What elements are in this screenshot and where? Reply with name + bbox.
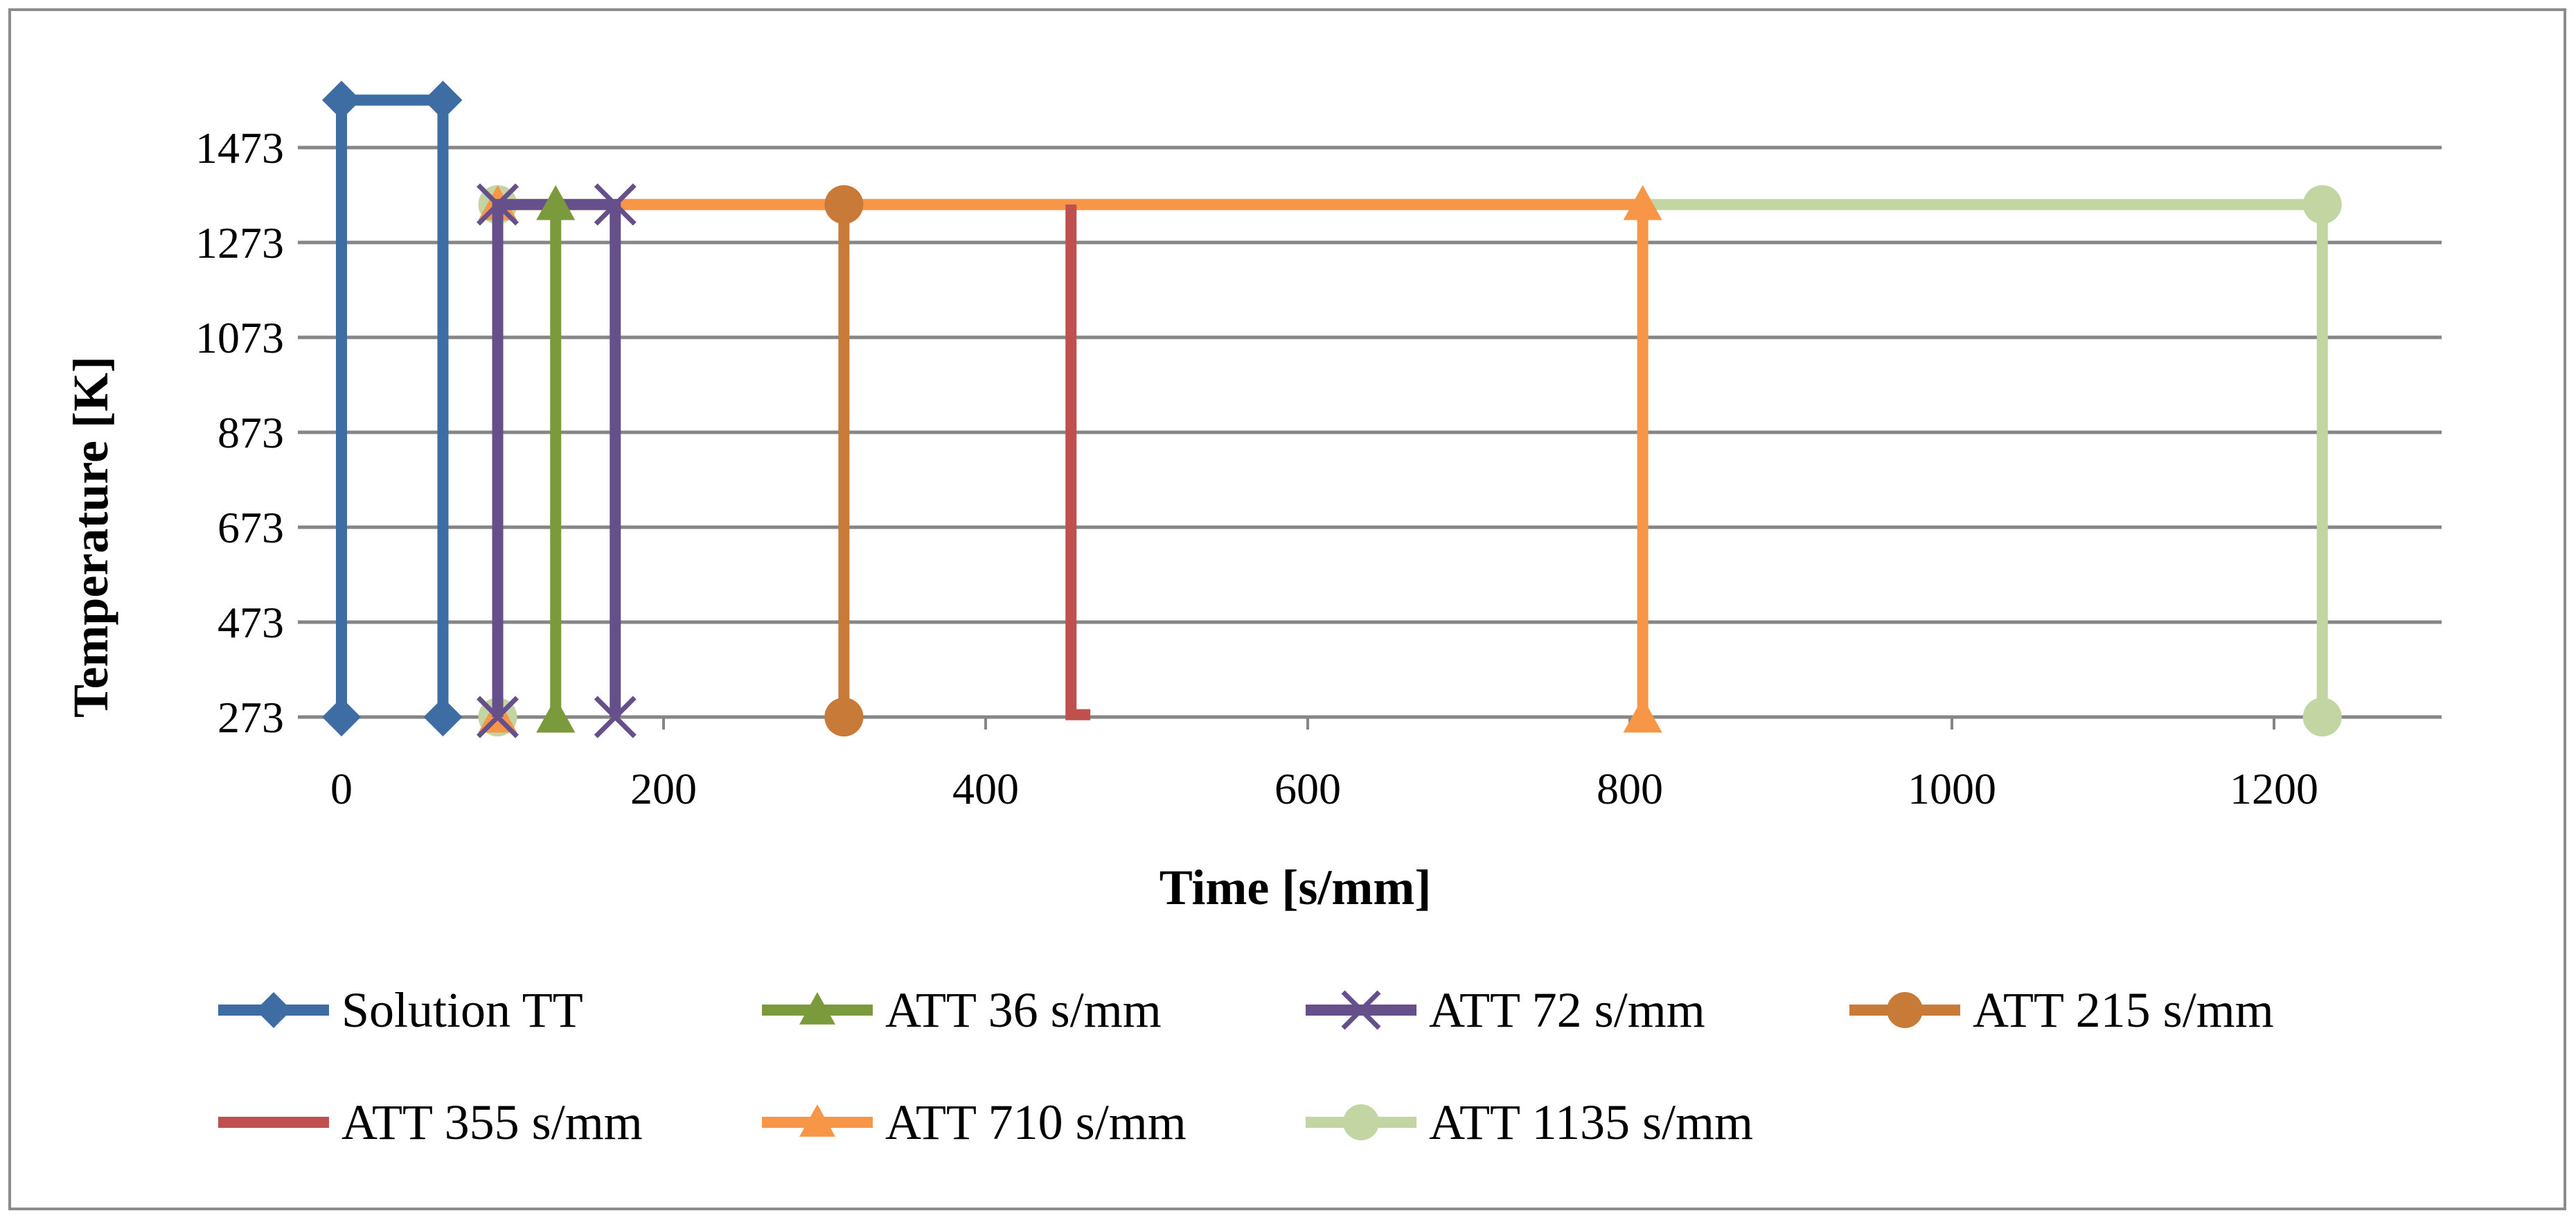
legend-label: ATT 215 s/mm [1973, 982, 2274, 1038]
series-att-355-s-mm [1065, 204, 1091, 720]
x-tick-label: 1200 [2230, 764, 2318, 813]
series-solution-tt [322, 80, 463, 736]
x-tick-label: 0 [330, 764, 353, 813]
data-point-x [477, 183, 519, 226]
data-point-circle [1887, 992, 1923, 1028]
x-tick-label: 1000 [1908, 764, 1996, 813]
x-tick-label: 800 [1597, 764, 1663, 813]
y-tick-label: 273 [217, 693, 284, 742]
data-point-triangle [1623, 698, 1662, 733]
data-point-triangle [536, 185, 576, 220]
data-point-diamond [322, 80, 361, 120]
data-point-circle [824, 185, 864, 224]
legend-label: Solution TT [341, 982, 583, 1038]
data-point-diamond [423, 698, 463, 736]
data-point-circle [2302, 698, 2342, 736]
data-point-triangle [1623, 185, 1662, 220]
data-point-circle [1343, 1104, 1379, 1140]
grid [298, 145, 2442, 719]
series-att-36-s-mm [536, 185, 576, 733]
legend-item: ATT 215 s/mm [1849, 982, 2274, 1038]
data-point-x [477, 696, 519, 739]
x-tick-label: 200 [630, 764, 697, 813]
data-point-x [1341, 990, 1381, 1030]
legend-item: ATT 355 s/mm [218, 1095, 643, 1150]
y-tick-label: 673 [217, 503, 284, 552]
data-point-circle [824, 698, 864, 736]
data-point-triangle [536, 698, 576, 733]
data-point-triangle [799, 992, 835, 1025]
legend-label: ATT 355 s/mm [341, 1095, 643, 1150]
legend-label: ATT 1135 s/mm [1429, 1095, 1753, 1150]
data-point-diamond [256, 992, 292, 1028]
y-axis-title: Temperature [K] [63, 356, 118, 718]
legend-item: ATT 710 s/mm [762, 1095, 1187, 1150]
data-point-diamond [423, 80, 463, 120]
y-tick-label: 873 [217, 408, 284, 457]
series [322, 80, 2342, 739]
legend-label: ATT 72 s/mm [1429, 982, 1705, 1038]
y-tick-label: 1273 [195, 218, 284, 267]
tick-labels: 273 473 673 873 1073 1273 1473 0 200 400 600 800 100… [195, 123, 2318, 813]
series-line [1065, 204, 1091, 720]
legend-item: ATT 72 s/mm [1306, 982, 1705, 1038]
series-line [492, 199, 2328, 717]
x-axis [340, 717, 2275, 730]
x-tick-label: 400 [952, 764, 1019, 813]
data-point-triangle [799, 1104, 835, 1137]
data-point-x [594, 183, 637, 226]
legend: Solution TT ATT 36 s/mm ATT 72 s/mm ATT 215… [218, 982, 2274, 1150]
series-att-1135-s-mm [478, 185, 2342, 736]
y-tick-label: 1073 [195, 313, 284, 362]
legend-item: ATT 1135 s/mm [1306, 1095, 1753, 1150]
legend-label: ATT 710 s/mm [885, 1095, 1187, 1150]
legend-label: ATT 36 s/mm [885, 982, 1162, 1038]
data-point-circle [2302, 185, 2342, 224]
data-point-x [594, 696, 637, 739]
data-point-diamond [322, 698, 361, 736]
series-line [336, 94, 449, 717]
legend-item: Solution TT [218, 982, 583, 1038]
series-att-215-s-mm [824, 185, 864, 736]
y-tick-label: 1473 [195, 123, 284, 173]
x-axis-title: Time [s/mm] [1160, 860, 1432, 915]
x-tick-label: 600 [1274, 764, 1341, 813]
y-tick-label: 473 [217, 598, 284, 647]
legend-item: ATT 36 s/mm [762, 982, 1162, 1038]
